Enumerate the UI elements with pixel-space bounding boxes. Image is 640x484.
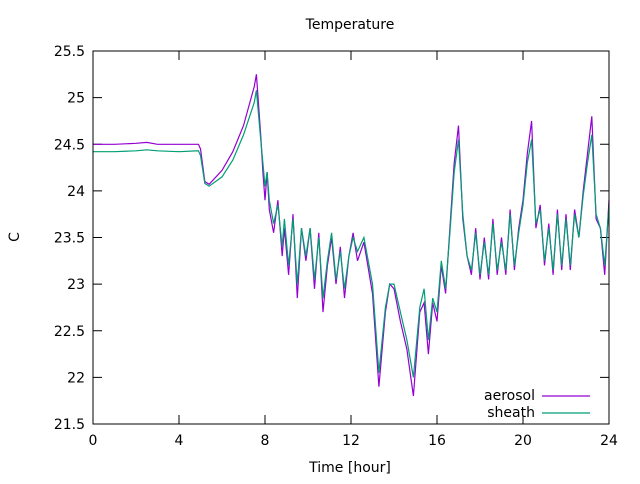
x-tick-label: 4 xyxy=(175,433,184,449)
y-tick-label: 22.5 xyxy=(54,324,85,340)
series-line-aerosol xyxy=(93,74,610,397)
plot-border xyxy=(92,50,610,425)
y-axis-label: C xyxy=(7,232,23,242)
x-tick-label: 12 xyxy=(342,433,360,449)
x-tick-label: 24 xyxy=(600,433,618,449)
y-tick-label: 23 xyxy=(67,277,85,293)
y-tick-label: 22 xyxy=(67,370,85,386)
legend: aerosol sheath xyxy=(484,388,590,421)
y-tick-label: 23.5 xyxy=(54,231,85,247)
legend-label-aerosol: aerosol xyxy=(484,388,535,404)
y-tick-label: 24.5 xyxy=(54,137,85,153)
x-axis-label: Time [hour] xyxy=(308,460,391,476)
y-tick-label: 21.5 xyxy=(54,417,85,433)
y-tick-label: 24 xyxy=(67,184,85,200)
y-tick-label: 25.5 xyxy=(54,44,85,60)
x-tick-label: 8 xyxy=(261,433,270,449)
legend-label-sheath: sheath xyxy=(487,405,535,421)
x-tick-label: 20 xyxy=(514,433,532,449)
plot-area xyxy=(93,74,610,397)
x-tick-label: 0 xyxy=(89,433,98,449)
x-tick-label: 16 xyxy=(428,433,446,449)
series-line-sheath xyxy=(93,90,610,378)
chart-title: Temperature xyxy=(305,17,395,33)
y-tick-label: 25 xyxy=(67,91,85,107)
